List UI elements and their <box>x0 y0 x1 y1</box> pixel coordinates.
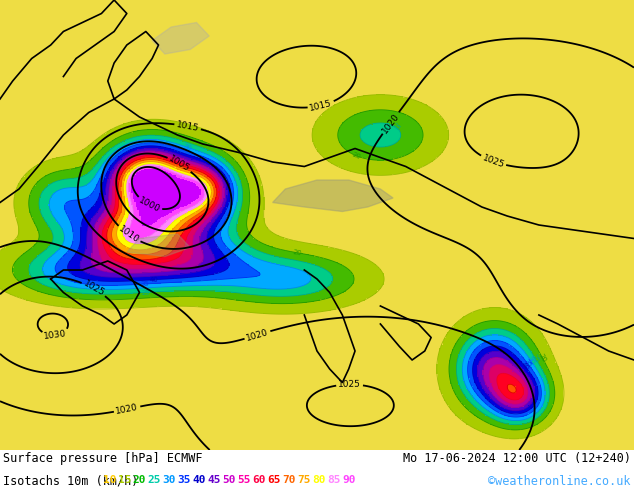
Text: 25: 25 <box>391 122 401 132</box>
Text: 35: 35 <box>522 358 533 368</box>
Text: 90: 90 <box>343 475 356 485</box>
Text: 30: 30 <box>526 355 536 367</box>
Polygon shape <box>152 23 209 54</box>
Text: 40: 40 <box>520 361 530 372</box>
Text: 40: 40 <box>150 276 158 283</box>
Text: 1005: 1005 <box>167 154 191 174</box>
Text: 35: 35 <box>140 281 149 287</box>
Text: 70: 70 <box>283 475 296 485</box>
Text: 75: 75 <box>298 475 311 485</box>
Text: 20: 20 <box>292 249 302 256</box>
Text: 1025: 1025 <box>338 380 361 389</box>
Text: 1025: 1025 <box>481 153 505 170</box>
Text: 25: 25 <box>141 289 151 295</box>
Text: 35: 35 <box>178 475 191 485</box>
Text: 1010: 1010 <box>117 224 141 245</box>
Polygon shape <box>273 180 393 212</box>
Text: 1020: 1020 <box>115 403 139 416</box>
Text: 25: 25 <box>531 353 540 364</box>
Text: 1015: 1015 <box>176 120 200 133</box>
Text: 45: 45 <box>208 475 221 485</box>
Text: 65: 65 <box>268 475 281 485</box>
Text: 20: 20 <box>351 151 361 160</box>
Text: Mo 17-06-2024 12:00 UTC (12+240): Mo 17-06-2024 12:00 UTC (12+240) <box>403 452 631 465</box>
Text: 15: 15 <box>118 475 131 485</box>
Text: Isotachs 10m (km/h): Isotachs 10m (km/h) <box>3 475 139 488</box>
Text: 30: 30 <box>182 143 193 151</box>
Text: 1000: 1000 <box>137 196 162 214</box>
Text: 25: 25 <box>148 475 161 485</box>
Text: 20: 20 <box>538 352 547 363</box>
Text: 1020: 1020 <box>245 327 269 343</box>
Polygon shape <box>127 234 190 256</box>
Text: 30: 30 <box>163 475 176 485</box>
Text: Surface pressure [hPa] ECMWF: Surface pressure [hPa] ECMWF <box>3 452 203 465</box>
Text: 50: 50 <box>223 475 236 485</box>
Text: 1020: 1020 <box>380 111 401 135</box>
Text: 1030: 1030 <box>43 329 67 341</box>
Text: 80: 80 <box>313 475 327 485</box>
Text: 60: 60 <box>253 475 266 485</box>
Text: 10: 10 <box>103 475 116 485</box>
Text: 20: 20 <box>133 475 146 485</box>
Text: 55: 55 <box>238 475 251 485</box>
Text: 1025: 1025 <box>82 279 106 298</box>
Text: 85: 85 <box>328 475 341 485</box>
Text: ©weatheronline.co.uk: ©weatheronline.co.uk <box>488 475 631 488</box>
Text: 1015: 1015 <box>309 98 333 113</box>
Text: 40: 40 <box>193 475 206 485</box>
